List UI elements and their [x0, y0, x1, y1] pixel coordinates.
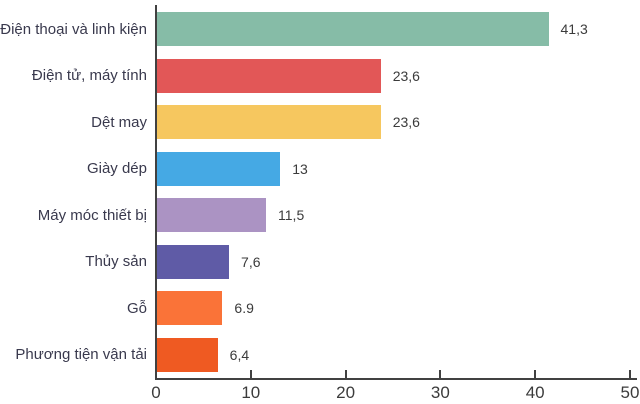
- x-tick-label: 50: [620, 383, 640, 402]
- category-label: Điện tử, máy tính: [31, 67, 147, 85]
- bar-track: 23,6: [157, 105, 631, 140]
- bar: [157, 198, 267, 233]
- x-tick-label: 20: [336, 383, 356, 402]
- x-tick-mark: [629, 370, 631, 378]
- bar-track: 6.9: [157, 291, 631, 326]
- bar: [157, 105, 381, 140]
- bar-row: Gỗ 6.9: [0, 285, 640, 332]
- bar-row: Dệt may 23,6: [0, 99, 640, 146]
- bar-track: 6,4: [157, 337, 631, 372]
- bar-row: Thủy sản 7,6: [0, 239, 640, 286]
- value-label: 6,4: [229, 346, 250, 363]
- x-tick-mark: [534, 370, 537, 378]
- category-label: Dệt may: [91, 113, 147, 131]
- bar-rows: Điện thoại và linh kiện 41,3 Điện tử, má…: [0, 6, 640, 378]
- bar-row: Điện tử, máy tính 23,6: [0, 53, 640, 100]
- category-label: Phương tiện vận tải: [15, 346, 147, 364]
- bar-track: 7,6: [157, 244, 631, 279]
- x-tick-label: 40: [525, 383, 545, 402]
- bar: [157, 337, 218, 372]
- bar-row: Điện thoại và linh kiện 41,3: [0, 6, 640, 53]
- bar: [157, 58, 381, 93]
- category-label: Gỗ: [126, 299, 147, 317]
- x-tick-mark: [344, 370, 347, 378]
- bar-track: 23,6: [157, 58, 631, 93]
- bar-row: Máy móc thiết bị 11,5: [0, 192, 640, 239]
- bar: [157, 291, 223, 326]
- bar-track: 13: [157, 151, 631, 186]
- bar-track: 11,5: [157, 198, 631, 233]
- value-label: 23,6: [392, 114, 420, 131]
- value-label: 7,6: [241, 253, 261, 270]
- x-tick-label: 10: [241, 383, 261, 402]
- value-label: 6.9: [234, 300, 254, 317]
- category-label: Thủy sản: [85, 253, 147, 271]
- category-label: Điện thoại và linh kiện: [0, 20, 147, 38]
- x-tick-label: 0: [151, 383, 161, 402]
- bar-row: Phương tiện vận tải 6,4: [0, 332, 640, 379]
- x-tick-mark: [249, 370, 252, 378]
- y-axis-line: [155, 5, 157, 380]
- value-label: 11,5: [278, 207, 305, 224]
- bar-row: Giày dép 13: [0, 146, 640, 193]
- category-label: Máy móc thiết bị: [37, 206, 147, 224]
- value-label: 13: [292, 160, 308, 177]
- bar: [157, 244, 230, 279]
- bar-track: 41,3: [157, 12, 631, 47]
- x-axis-line: [155, 378, 637, 380]
- x-tick-mark: [439, 370, 442, 378]
- bar: [157, 151, 281, 186]
- bar: [157, 12, 549, 47]
- category-label: Giày dép: [86, 160, 147, 178]
- value-label: 23,6: [392, 67, 420, 84]
- x-tick-label: 30: [430, 383, 450, 402]
- value-label: 41,3: [560, 21, 588, 38]
